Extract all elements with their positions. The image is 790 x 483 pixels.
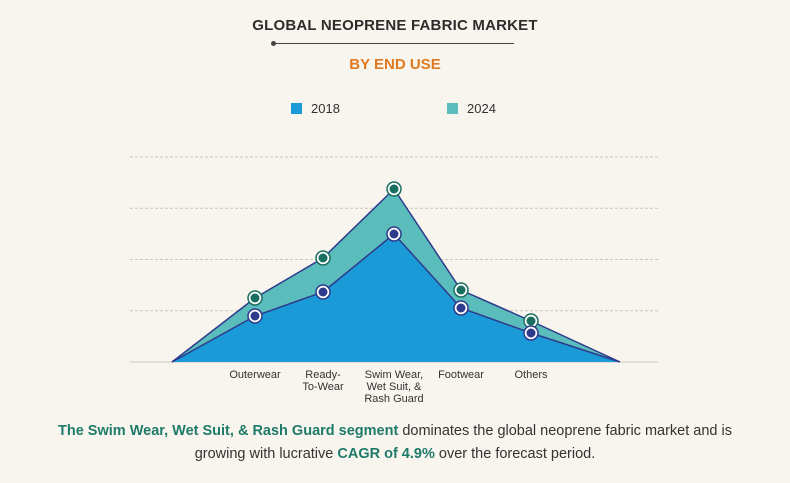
footer-summary: The Swim Wear, Wet Suit, & Rash Guard se… xyxy=(40,420,750,466)
legend-swatch-2018 xyxy=(291,103,302,114)
marker-2018-point xyxy=(526,328,536,338)
marker-2024-point xyxy=(389,184,399,194)
x-tick-label: Footwear xyxy=(438,369,484,381)
footer-cagr-highlight: CAGR of 4.9% xyxy=(337,446,435,462)
footer-segment-highlight: The Swim Wear, Wet Suit, & Rash Guard se… xyxy=(58,423,399,439)
marker-2024-point xyxy=(526,316,536,326)
area-2018 xyxy=(172,234,620,362)
title-underline xyxy=(273,43,514,44)
legend-item-2018: 2018 xyxy=(291,101,340,116)
marker-2024-point xyxy=(456,285,466,295)
marker-2018-point xyxy=(318,287,328,297)
x-tick-label: Outerwear xyxy=(229,369,281,381)
legend-label-2018: 2018 xyxy=(311,101,340,116)
chart-subtitle: BY END USE xyxy=(349,56,441,73)
marker-2024-point xyxy=(250,293,260,303)
x-tick-label: Swim Wear, Wet Suit, & Rash Guard xyxy=(364,369,424,405)
marker-2024-point xyxy=(318,253,328,263)
x-tick-label: Ready- To-Wear xyxy=(302,369,344,393)
marker-2018-point xyxy=(456,303,466,313)
legend-swatch-2024 xyxy=(447,103,458,114)
footer-text-1: dominates the global neoprene fabric mar… xyxy=(194,423,732,462)
legend-label-2024: 2024 xyxy=(467,101,496,116)
chart-title: GLOBAL NEOPRENE FABRIC MARKET xyxy=(252,17,538,34)
x-tick-label: Others xyxy=(514,369,548,381)
footer-text-2: over the forecast period. xyxy=(434,446,596,462)
legend-item-2024: 2024 xyxy=(447,101,496,116)
marker-2018-point xyxy=(389,229,399,239)
marker-2018-point xyxy=(250,311,260,321)
title-underline-dot xyxy=(271,41,276,46)
